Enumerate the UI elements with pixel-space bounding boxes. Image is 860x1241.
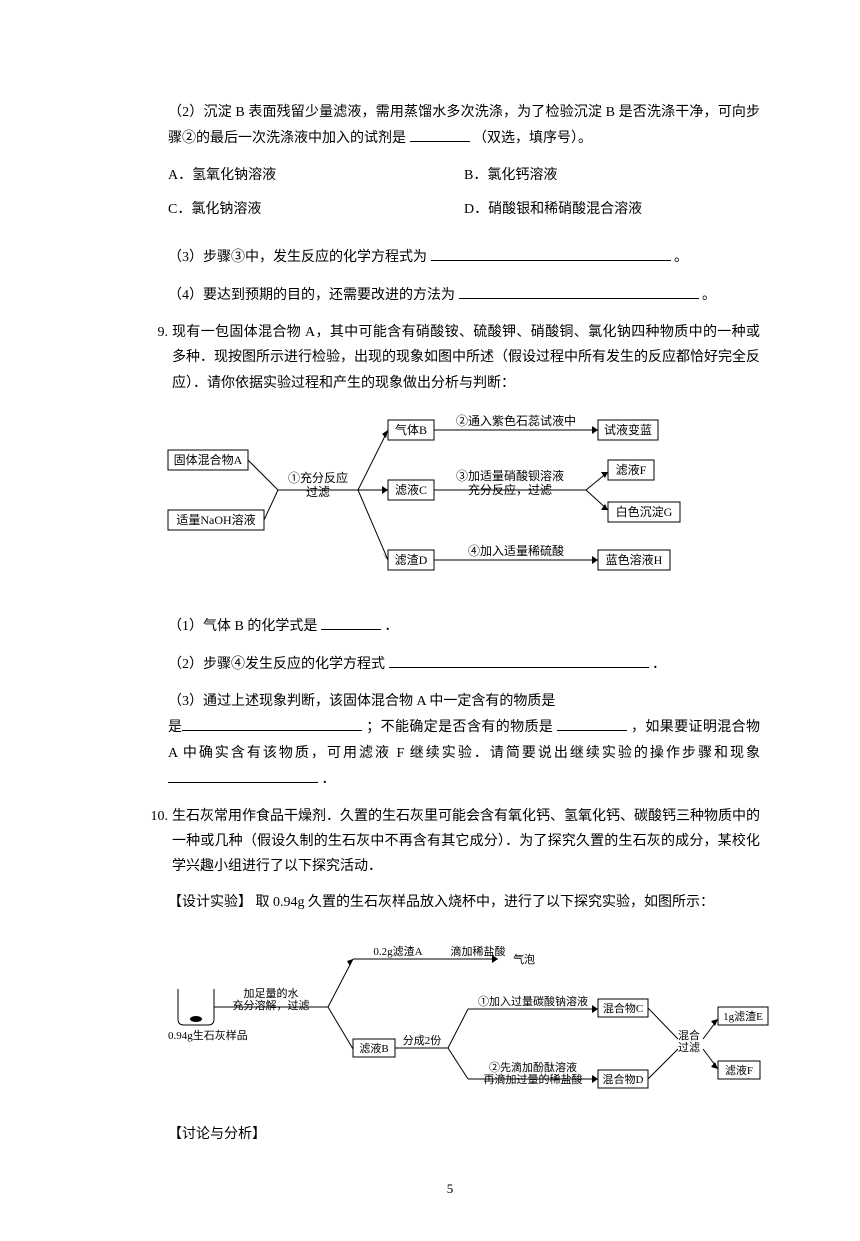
q8-part3: （3）步骤③中，发生反应的化学方程式为 。: [140, 244, 760, 270]
q8-optA: A．氢氧化钠溶液: [168, 163, 464, 188]
q9-p1-text: （1）气体 B 的化学式是: [168, 619, 317, 634]
q9-part1: （1）气体 B 的化学式是 ．: [140, 613, 760, 639]
q8-p4-text: （4）要达到预期的目的，还需要改进的方法为: [168, 288, 455, 303]
q9-part2: （2）步骤④发生反应的化学方程式 ．: [140, 651, 760, 677]
svg-text:滤液F: 滤液F: [725, 1063, 753, 1077]
q9-p3a: （3）通过上述现象判断，该固体混合物 A 中一定含有的物质是: [168, 694, 555, 709]
svg-text:混合物D: 混合物D: [603, 1072, 644, 1086]
q8-part2: （2）沉淀 B 表面残留少量滤液，需用蒸馏水多次洗涤，为了检验沉淀 B 是否洗涤…: [140, 100, 760, 151]
q10-block: 10. 生石灰常用作食品干燥剂．久置的生石灰里可能会含有氧化钙、氢氧化钙、碳酸钙…: [140, 804, 760, 880]
q9-part3: （3）通过上述现象判断，该固体混合物 A 中一定含有的物质是 是 ；不能确定是否…: [140, 689, 760, 792]
q8-part4: （4）要达到预期的目的，还需要改进的方法为 。: [140, 282, 760, 308]
q10-design-text: 取 0.94g 久置的生石灰样品放入烧杯中，进行了以下探究实验，如图所示：: [256, 895, 715, 910]
q9-flowchart-svg: 固体混合物A 适量NaOH溶液 ①充分反应过滤 气体B: [168, 410, 748, 590]
svg-text:滴加稀盐酸: 滴加稀盐酸: [451, 944, 506, 958]
svg-text:1g滤渣E: 1g滤渣E: [723, 1009, 763, 1023]
svg-text:试液变蓝: 试液变蓝: [604, 422, 652, 437]
svg-text:混合过滤: 混合过滤: [678, 1028, 700, 1054]
q10-discuss-label: 【讨论与分析】: [168, 1127, 266, 1142]
svg-text:①充分反应过滤: ①充分反应过滤: [288, 470, 348, 499]
q8-p3-blank: [431, 244, 671, 261]
svg-text:0.2g滤渣A: 0.2g滤渣A: [373, 944, 422, 958]
svg-text:②先滴加酚酞溶液再滴加过量的稀盐酸: ②先滴加酚酞溶液再滴加过量的稀盐酸: [484, 1060, 583, 1086]
q9-p3-blank3: [168, 766, 318, 783]
q8-p3-text: （3）步骤③中，发生反应的化学方程式为: [168, 250, 427, 265]
q8-p3-tail: 。: [674, 250, 688, 265]
svg-text:适量NaOH溶液: 适量NaOH溶液: [176, 512, 255, 527]
svg-text:分成2份: 分成2份: [403, 1034, 442, 1047]
q10-design-label: 【设计实验】: [168, 895, 252, 910]
svg-text:气泡: 气泡: [513, 952, 535, 966]
q9-p1-tail: ．: [384, 619, 398, 634]
q8-optD: D．硝酸银和稀硝酸混合溶液: [464, 197, 760, 222]
q9-p2-blank: [389, 651, 649, 668]
svg-text:0.94g生石灰样品: 0.94g生石灰样品: [168, 1028, 248, 1042]
q9-intro: 现有一包固体混合物 A，其中可能含有硝酸铵、硫酸钾、硝酸铜、氯化钠四种物质中的一…: [172, 320, 760, 396]
q10-intro: 生石灰常用作食品干燥剂．久置的生石灰里可能会含有氧化钙、氢氧化钙、碳酸钙三种物质…: [172, 804, 760, 880]
svg-text:蓝色溶液H: 蓝色溶液H: [606, 552, 663, 567]
svg-text:混合物C: 混合物C: [603, 1001, 643, 1015]
q9-diagram: 固体混合物A 适量NaOH溶液 ①充分反应过滤 气体B: [168, 410, 760, 599]
q10-number: 10.: [140, 804, 172, 880]
svg-text:滤液F: 滤液F: [616, 462, 647, 477]
q9-p3-tail: ．: [322, 772, 336, 787]
svg-text:②通入紫色石蕊试液中: ②通入紫色石蕊试液中: [456, 413, 576, 428]
q10-discuss: 【讨论与分析】: [140, 1122, 760, 1147]
q10-flowchart-svg: 0.94g生石灰样品 加足量的水充分溶解，过滤 0.2g滤渣A 滴加稀盐酸 气泡…: [168, 929, 768, 1099]
q9-p3b: ；不能确定是否含有的物质是: [366, 720, 553, 735]
page-number: 5: [140, 1177, 760, 1200]
svg-text:③加适量硝酸钡溶液充分反应，过滤: ③加适量硝酸钡溶液充分反应，过滤: [456, 468, 564, 497]
q9-block: 9. 现有一包固体混合物 A，其中可能含有硝酸铵、硫酸钾、硝酸铜、氯化钠四种物质…: [140, 320, 760, 396]
q8-p4-blank: [459, 282, 699, 299]
q9-p3-blank1: [182, 714, 362, 731]
svg-text:固体混合物A: 固体混合物A: [174, 452, 243, 467]
svg-text:④加入适量稀硫酸: ④加入适量稀硫酸: [468, 543, 564, 558]
svg-text:滤液B: 滤液B: [359, 1041, 388, 1055]
q10-design: 【设计实验】 取 0.94g 久置的生石灰样品放入烧杯中，进行了以下探究实验，如…: [140, 890, 760, 915]
q8-optC: C．氯化钠溶液: [168, 197, 464, 222]
q9-number: 9.: [140, 320, 172, 396]
svg-text:白色沉淀G: 白色沉淀G: [616, 504, 673, 519]
svg-text:①加入过量碳酸钠溶液: ①加入过量碳酸钠溶液: [478, 994, 588, 1008]
q8-optB: B．氯化钙溶液: [464, 163, 760, 188]
q8-p2-tail: （双选，填序号）。: [473, 131, 592, 146]
svg-text:气体B: 气体B: [395, 422, 427, 437]
svg-text:加足量的水充分溶解，过滤: 加足量的水充分溶解，过滤: [233, 986, 310, 1012]
svg-text:滤液C: 滤液C: [395, 482, 427, 497]
q8-options: A．氢氧化钠溶液 B．氯化钙溶液 C．氯化钠溶液 D．硝酸银和稀硝酸混合溶液: [140, 163, 760, 229]
q9-p2-text: （2）步骤④发生反应的化学方程式: [168, 657, 385, 672]
q9-p3-blank2: [557, 714, 627, 731]
q9-p1-blank: [321, 613, 381, 630]
q8-p2-blank: [410, 125, 470, 142]
page-container: （2）沉淀 B 表面残留少量滤液，需用蒸馏水多次洗涤，为了检验沉淀 B 是否洗涤…: [0, 0, 860, 1241]
q8-p4-tail: 。: [702, 288, 716, 303]
q10-diagram: 0.94g生石灰样品 加足量的水充分溶解，过滤 0.2g滤渣A 滴加稀盐酸 气泡…: [168, 929, 760, 1108]
svg-text:滤渣D: 滤渣D: [395, 553, 428, 567]
q9-p2-tail: ．: [652, 657, 666, 672]
